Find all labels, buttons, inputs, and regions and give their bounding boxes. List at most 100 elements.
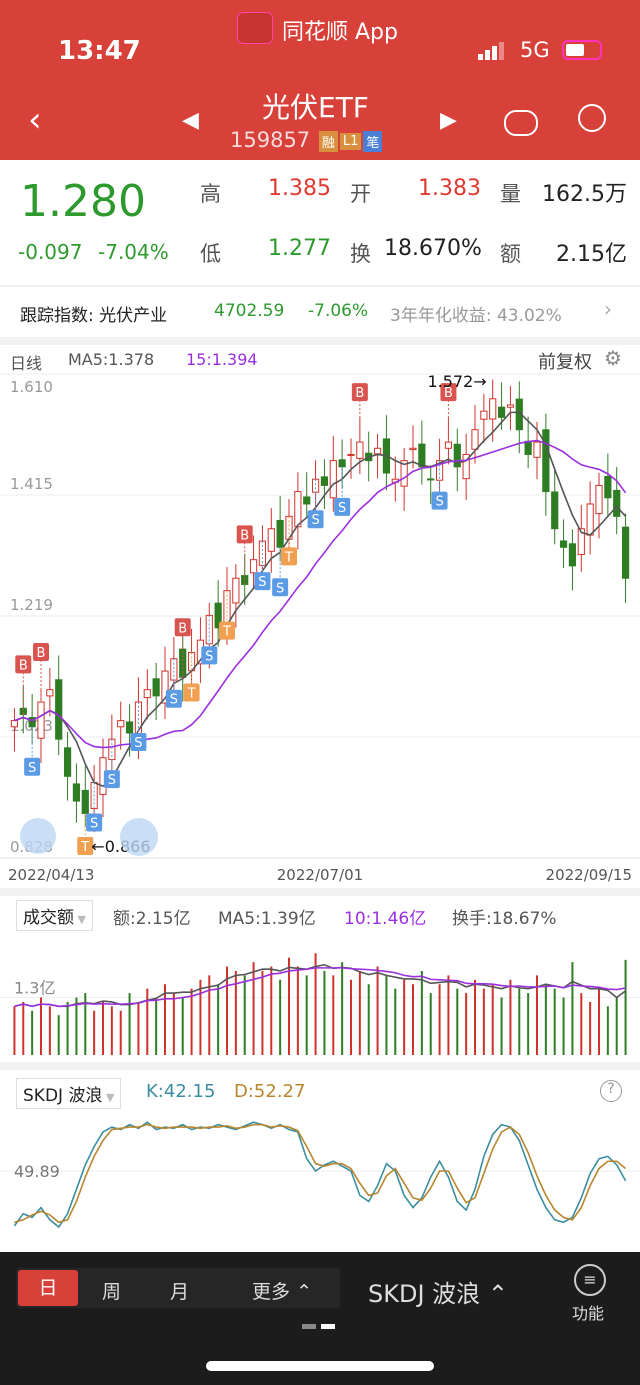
signal-marker-S — [307, 510, 324, 529]
candle-body — [294, 491, 302, 528]
gear-icon[interactable]: ⚙ — [604, 346, 622, 370]
d-line — [14, 1123, 627, 1224]
menu-icon[interactable]: ≡ — [574, 1264, 606, 1296]
candle-body — [347, 453, 355, 456]
candle-body — [400, 460, 408, 487]
candle-body — [586, 503, 594, 536]
candle-body — [577, 528, 585, 556]
skdj-indicator-name: SKDJ 波浪 — [23, 1086, 103, 1106]
signal-label: B — [37, 646, 46, 661]
signal-label: S — [258, 575, 266, 590]
candle-body — [524, 440, 532, 455]
ma5-line — [14, 411, 627, 788]
candle-body — [276, 519, 284, 548]
candle-body — [72, 783, 81, 802]
volume-label: 量 — [500, 182, 521, 206]
volume-indicator-select[interactable]: 成交额 ▼ — [16, 900, 93, 931]
dropdown-icon: ▼ — [102, 1091, 115, 1104]
last-price: 1.280 — [20, 176, 146, 227]
next-stock-icon[interactable]: ▶ — [440, 108, 457, 133]
candle-body — [37, 701, 45, 739]
candle-body — [373, 447, 382, 455]
candle-body — [453, 443, 461, 468]
amount-label: 额 — [500, 242, 521, 266]
candle-body — [143, 689, 151, 699]
ma15-label: 15:1.394 — [186, 350, 258, 369]
candle-body — [533, 441, 541, 458]
indicator-switch-label: SKDJ 波浪 — [368, 1280, 481, 1308]
price-change: -0.097 — [18, 240, 83, 264]
x-tick-label: 2022/09/15 — [546, 866, 632, 884]
signal-label: B — [240, 528, 249, 543]
signal-marker-B — [174, 618, 191, 637]
chevron-up-icon: ⌃ — [296, 1281, 312, 1303]
back-icon[interactable]: ‹ — [28, 100, 42, 140]
signal-label: T — [284, 550, 293, 565]
robot-icon[interactable] — [504, 110, 538, 136]
status-time: 13:47 — [58, 36, 141, 66]
signal-label: B — [355, 386, 364, 401]
candlestick-chart[interactable]: 1.6101.4151.2191.0230.8282022/04/132022/… — [0, 368, 640, 888]
signal-label: S — [170, 693, 178, 708]
amount-value: 2.15亿 — [556, 242, 627, 267]
tab-more[interactable]: 更多 ⌃ — [252, 1277, 312, 1304]
app-header: 同花顺 App 13:47 5G ‹ ◀ 光伏ETF 159857 融 L1 笔 ▶ — [0, 0, 640, 160]
page-dot-active — [321, 1324, 335, 1329]
search-icon[interactable] — [578, 104, 606, 132]
adjust-button[interactable]: 前复权 — [538, 352, 592, 373]
candle-body — [214, 602, 222, 629]
signal-marker-S — [165, 689, 182, 708]
skdj-chart[interactable]: 49.89 — [0, 1104, 640, 1244]
period-label: 日线 — [10, 354, 43, 373]
signal-label: B — [444, 386, 453, 401]
candle-body — [480, 410, 488, 420]
candle-body — [604, 476, 612, 499]
signal-label: S — [205, 649, 213, 664]
tracking-label: 跟踪指数: 光伏产业 — [20, 306, 168, 326]
note-tag: 笔 — [363, 130, 383, 152]
high-label: 高 — [200, 182, 221, 206]
candle-body — [471, 429, 479, 450]
tracking-index-row[interactable]: 跟踪指数: 光伏产业 4702.59 -7.06% 3年年化收益: 43.02%… — [0, 287, 640, 337]
low-label: 低 — [200, 242, 221, 266]
signal-label: T — [187, 687, 196, 702]
y-tick-label: 1.415 — [10, 475, 53, 493]
battery-icon — [562, 40, 602, 60]
network-label: 5G — [520, 38, 550, 62]
signal-marker-S — [254, 572, 271, 591]
volume-ma5-line — [14, 963, 627, 1008]
tab-week[interactable]: 周 — [102, 1281, 122, 1303]
volume-chart[interactable]: 1.3亿 — [0, 930, 640, 1060]
prev-stock-icon[interactable]: ◀ — [182, 108, 199, 133]
signal-label: S — [435, 495, 443, 510]
signal-marker-B — [15, 655, 32, 674]
signal-marker-B — [33, 643, 49, 662]
volume-amt: 额:2.15亿 — [113, 909, 191, 929]
zoom-in-button[interactable] — [120, 818, 158, 856]
skdj-indicator-select[interactable]: SKDJ 波浪 ▼ — [16, 1078, 122, 1109]
candle-body — [46, 689, 54, 697]
tab-month[interactable]: 月 — [170, 1281, 190, 1303]
candle-body — [329, 460, 337, 499]
dropdown-icon: ▼ — [74, 913, 86, 926]
signal-marker-T — [281, 547, 297, 566]
signal-marker-S — [86, 813, 103, 832]
function-label[interactable]: 功能 — [572, 1304, 605, 1323]
candle-body — [427, 478, 435, 481]
tracking-value: 4702.59 — [214, 301, 285, 321]
signal-marker-S — [103, 770, 120, 789]
candle-body — [418, 443, 426, 468]
ma5-label: MA5:1.378 — [68, 350, 155, 369]
volume-ma10-line — [14, 967, 626, 1008]
tab-day[interactable]: 日 — [18, 1270, 78, 1306]
signal-label: S — [134, 736, 142, 751]
indicator-switch[interactable]: SKDJ 波浪 ⌃ — [368, 1274, 508, 1309]
zoom-out-button[interactable] — [20, 818, 56, 854]
app-name: 同花顺 App — [282, 20, 398, 45]
max-price-label: 1.572→ — [427, 372, 486, 391]
candle-body — [489, 398, 497, 420]
candle-body — [320, 476, 329, 486]
help-icon[interactable]: ? — [600, 1080, 622, 1102]
signal-label: T — [80, 840, 89, 855]
signal-marker-B — [440, 383, 457, 402]
